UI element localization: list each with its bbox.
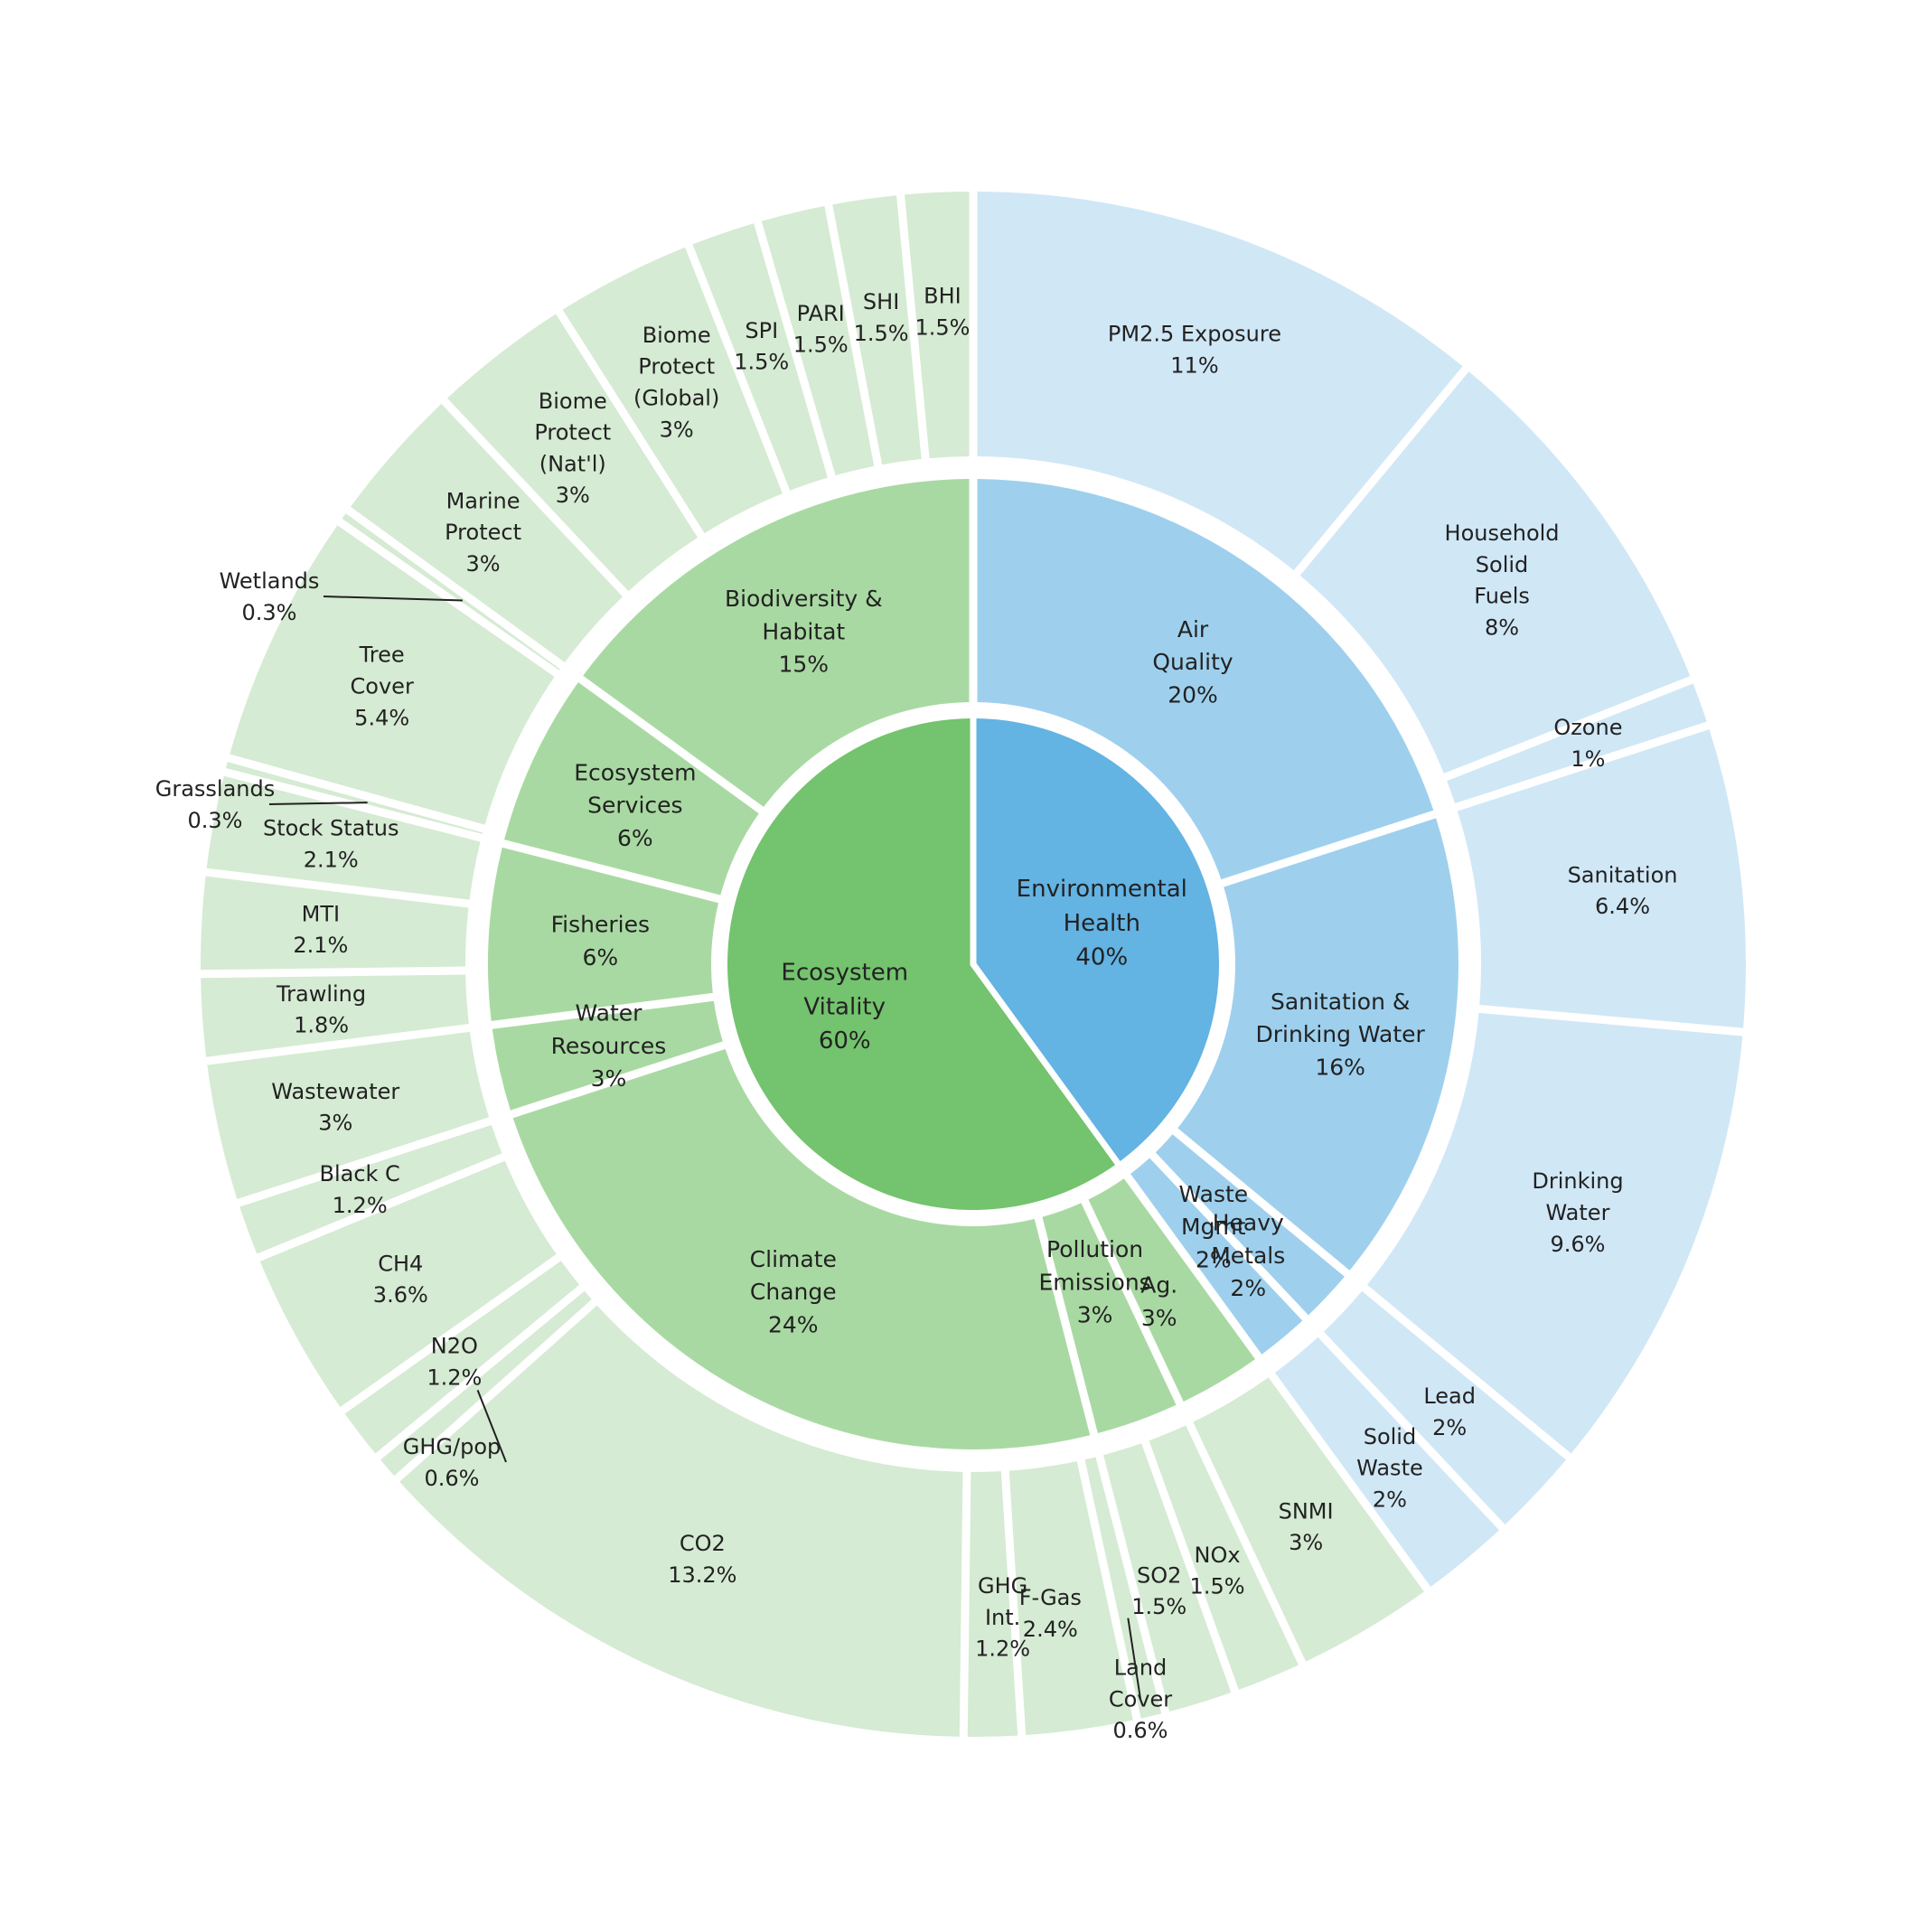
middle-label-wm: Waste Mgmt 2% [1179, 1181, 1249, 1273]
outer-slice-ch4[interactable] [259, 1160, 557, 1408]
outer-label-bpg: Biome Protect (Global) 3% [633, 323, 719, 442]
outer-slice-fgas[interactable] [1008, 1461, 1133, 1736]
outer-slice-blackc[interactable] [239, 1124, 502, 1254]
outer-slice-lc[interactable] [1084, 1457, 1162, 1719]
leader-line-wet [323, 596, 463, 602]
outer-slice-grass[interactable] [225, 762, 483, 834]
middle-label-bh: Biodiversity & Habitat 15% [725, 586, 883, 678]
slices-layer [201, 192, 1746, 1737]
outer-label-snmi: SNMI 3% [1279, 1498, 1334, 1555]
outer-label-spi: SPI 1.5% [734, 318, 789, 375]
inner-slice-ev[interactable] [727, 718, 1116, 1210]
middle-label-wr: Water Resources 3% [551, 1000, 667, 1093]
middle-slice-hm[interactable] [1155, 1134, 1345, 1316]
outer-label-hsf: Household Solid Fuels 8% [1445, 521, 1560, 640]
outer-label-tree: Tree Cover 5.4% [351, 642, 414, 731]
middle-label-ag: Ag. 3% [1140, 1272, 1177, 1331]
outer-label-shi: SHI 1.5% [854, 289, 909, 346]
outer-label-marine: Marine Protect 3% [445, 488, 521, 577]
outer-label-ww: Wastewater 3% [271, 1079, 399, 1136]
outer-label-sw: Solid Waste 2% [1356, 1424, 1423, 1513]
outer-slice-pm25[interactable] [977, 192, 1463, 571]
outer-label-blackc: Black C 1.2% [319, 1161, 399, 1218]
leader-lines-layer [268, 596, 1141, 1700]
outer-label-dw: Drinking Water 9.6% [1532, 1168, 1623, 1257]
outer-label-lead: Lead 2% [1423, 1383, 1476, 1440]
middle-label-hm: Heavy Metals 2% [1211, 1210, 1285, 1302]
outer-slice-stock[interactable] [206, 775, 481, 900]
middle-label-fi: Fisheries 6% [551, 912, 650, 971]
outer-slice-mti[interactable] [201, 876, 469, 971]
outer-slice-ghgint[interactable] [967, 1471, 1018, 1737]
outer-slice-san[interactable] [1457, 729, 1746, 1028]
middle-slice-sdw[interactable] [1177, 818, 1458, 1271]
middle-slice-pe[interactable] [1042, 1203, 1177, 1433]
leader-line-lc [1127, 1618, 1141, 1700]
middle-slice-cc[interactable] [512, 1048, 1091, 1449]
outer-label-lc: Land Cover 0.6% [1109, 1655, 1172, 1744]
outer-label-grass: Grasslands 0.3% [155, 776, 276, 833]
outer-slice-bpn[interactable] [447, 314, 699, 592]
outer-slice-hsf[interactable] [1299, 371, 1691, 774]
outer-slice-marine[interactable] [350, 403, 624, 663]
outer-label-co2: CO2 13.2% [668, 1531, 736, 1588]
middle-label-pe: Pollution Emissions 3% [1038, 1236, 1150, 1328]
inner-label-eh: Environmental Health 40% [1017, 876, 1187, 971]
outer-label-so2: SO2 1.5% [1131, 1562, 1186, 1619]
outer-slice-ghgpop[interactable] [380, 1290, 592, 1477]
middle-slice-es[interactable] [504, 682, 759, 896]
outer-label-wet: Wetlands 0.3% [220, 568, 320, 625]
outer-label-ghgint: GHG Int. 1.2% [975, 1573, 1030, 1662]
middle-slice-ag[interactable] [1088, 1178, 1255, 1402]
middle-slice-wm[interactable] [1130, 1158, 1303, 1355]
outer-slice-tree[interactable] [230, 525, 555, 825]
outer-label-n2o: N2O 1.2% [427, 1334, 482, 1391]
outer-label-pm25: PM2.5 Exposure 11% [1108, 322, 1281, 379]
outer-label-bpn: Biome Protect (Nat'l) 3% [534, 389, 611, 508]
outer-slice-ozone[interactable] [1447, 683, 1707, 804]
outer-slice-so2[interactable] [1103, 1443, 1232, 1712]
labels-layer: Environmental Health 40% Ecosystem Vitality 6… [155, 284, 1678, 1744]
outer-slice-spi[interactable] [692, 223, 828, 491]
outer-slice-sw[interactable] [1274, 1336, 1499, 1588]
middle-label-cc: Climate Change 24% [750, 1246, 837, 1338]
inner-slice-eh[interactable] [976, 718, 1219, 1161]
outer-slice-nox[interactable] [1149, 1425, 1299, 1690]
outer-label-ghgpop: GHG/pop 0.6% [403, 1434, 501, 1491]
leader-line-ghgpop [476, 1390, 507, 1463]
outer-slice-bpg[interactable] [562, 247, 783, 534]
outer-slice-lead[interactable] [1323, 1290, 1566, 1525]
outer-label-ch4: CH4 3.6% [373, 1251, 428, 1308]
middle-slice-air[interactable] [977, 479, 1434, 880]
outer-label-stock: Stock Status 2.1% [263, 816, 399, 873]
outer-label-san: Sanitation 6.4% [1568, 862, 1678, 919]
outer-slice-dw[interactable] [1366, 1012, 1743, 1454]
middle-slice-fi[interactable] [488, 847, 719, 1021]
middle-label-es: Ecosystem Services 6% [574, 759, 696, 851]
outer-label-fgas: F-Gas 2.4% [1019, 1585, 1082, 1642]
outer-slice-shi[interactable] [832, 195, 922, 465]
outer-label-mti: MTI 2.1% [293, 901, 348, 958]
outer-label-ozone: Ozone 1% [1553, 715, 1622, 772]
inner-label-ev: Ecosystem Vitality 60% [781, 960, 908, 1055]
outer-slice-snmi[interactable] [1193, 1377, 1424, 1662]
leader-line-grass [268, 802, 368, 805]
outer-slice-n2o[interactable] [344, 1261, 580, 1454]
middle-label-air: Air Quality 20% [1152, 616, 1233, 708]
outer-slice-co2[interactable] [399, 1305, 963, 1737]
outer-slice-trawl[interactable] [201, 974, 469, 1057]
outer-slice-pari[interactable] [761, 205, 875, 476]
outer-label-pari: PARI 1.5% [793, 301, 849, 358]
middle-slice-bh[interactable] [583, 479, 970, 807]
outer-label-bhi: BHI 1.5% [914, 284, 970, 341]
outer-slice-wet[interactable] [342, 513, 560, 671]
outer-label-trawl: Trawling 1.8% [276, 981, 366, 1038]
outer-slice-ww[interactable] [207, 1031, 490, 1199]
middle-label-sdw: Sanitation & Drinking Water 16% [1256, 989, 1426, 1081]
middle-slice-wr[interactable] [492, 1000, 723, 1111]
outer-slice-bhi[interactable] [905, 192, 970, 459]
outer-label-nox: NOx 1.5% [1190, 1543, 1245, 1599]
